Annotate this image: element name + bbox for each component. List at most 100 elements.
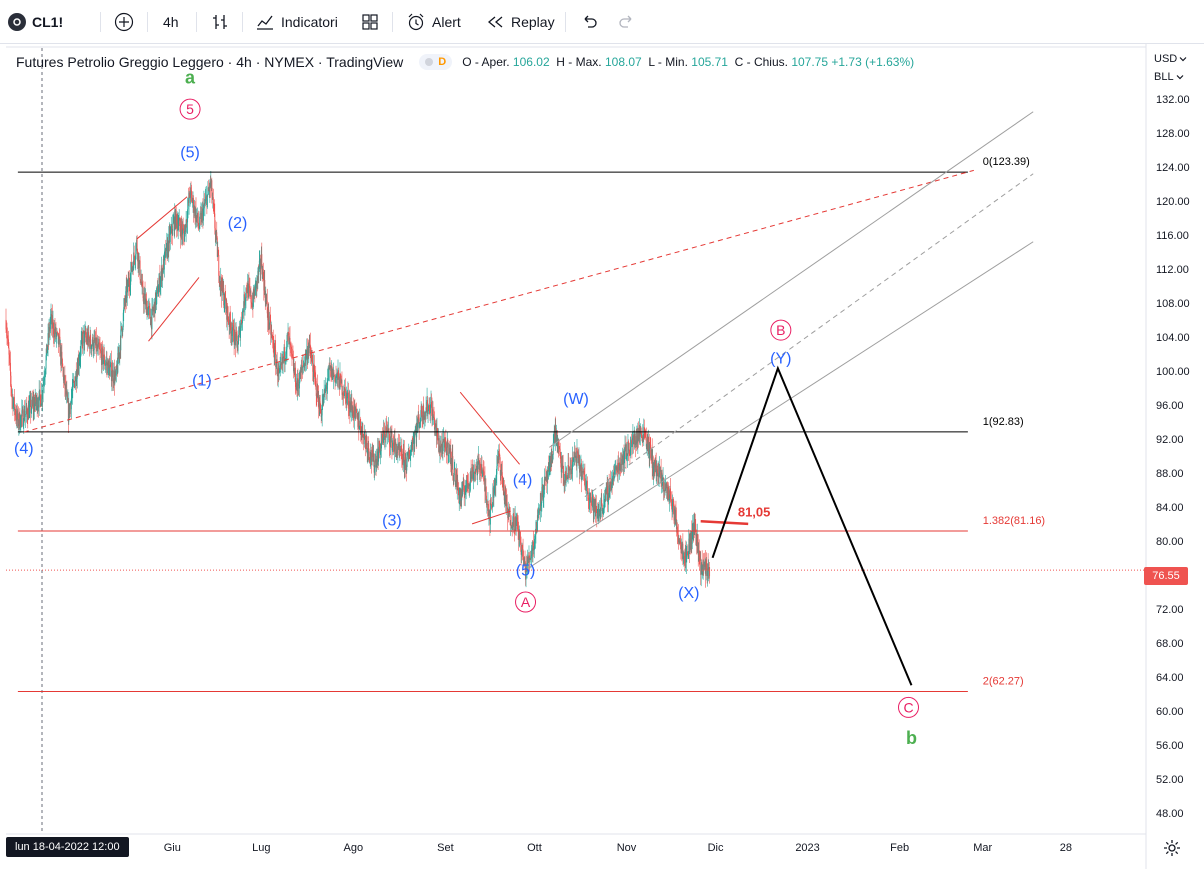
candles-layer xyxy=(5,170,711,588)
unit-selector[interactable]: BLL xyxy=(1154,68,1187,86)
candle-body xyxy=(248,285,250,288)
candle-body xyxy=(70,403,72,410)
candle-body xyxy=(225,300,227,309)
candle-body xyxy=(99,347,100,350)
candle-body xyxy=(356,411,358,418)
candle-body xyxy=(83,331,85,344)
candle-body xyxy=(469,485,471,487)
candle-body xyxy=(374,460,376,468)
candle-body xyxy=(145,298,147,300)
candle-body xyxy=(454,468,456,469)
price-chart[interactable]: 0(123.39)1(92.83)1.382(81.16)2(62.27) a5… xyxy=(0,44,1204,869)
candle-body xyxy=(551,456,553,463)
candle-body xyxy=(288,332,289,334)
interval-button[interactable]: 4h xyxy=(163,9,179,35)
candle-body xyxy=(253,290,255,297)
candle-body xyxy=(355,408,357,412)
candle-body xyxy=(568,467,570,471)
candle-body xyxy=(703,564,705,566)
candle-body xyxy=(273,353,275,358)
candle-body xyxy=(389,444,391,447)
candle-body xyxy=(510,523,512,526)
candle-body xyxy=(499,464,501,475)
undo-button[interactable] xyxy=(579,9,599,35)
candle-body xyxy=(396,452,398,453)
candle-body xyxy=(536,531,538,533)
candle-body xyxy=(488,513,490,516)
candle-body xyxy=(228,322,230,328)
candle-body xyxy=(127,280,129,287)
candle-body xyxy=(523,557,525,565)
candle-body xyxy=(646,437,648,444)
candle-body xyxy=(604,495,606,504)
candle-body xyxy=(686,551,688,553)
candle-body xyxy=(460,494,462,502)
wave-label: (4) xyxy=(14,440,34,457)
candle-body xyxy=(367,450,369,454)
time-axis[interactable]: Giu Lug Ago Set Ott Nov Dic 2023 Feb Mar 28 xyxy=(164,842,1072,854)
candle-body xyxy=(110,362,112,365)
redo-button[interactable] xyxy=(617,9,637,35)
bar-style-button[interactable] xyxy=(210,9,230,35)
candle-body xyxy=(446,440,448,448)
market-status-badge[interactable]: D xyxy=(419,54,453,70)
wave-label: (W) xyxy=(563,391,589,408)
candle-body xyxy=(97,344,99,349)
gear-icon[interactable] xyxy=(1162,838,1182,858)
candle-body xyxy=(189,197,191,199)
currency-selector[interactable]: USD xyxy=(1154,50,1187,68)
candle-body xyxy=(130,262,132,273)
candle-body xyxy=(298,382,300,389)
candle-body xyxy=(304,352,306,363)
candle-body xyxy=(592,495,594,500)
candle-body xyxy=(198,222,199,226)
candle-body xyxy=(67,401,69,402)
candle-body xyxy=(100,350,102,353)
compare-button[interactable] xyxy=(114,9,134,35)
candle-body xyxy=(461,488,463,495)
candle-body xyxy=(51,315,53,324)
candle-body xyxy=(217,252,219,255)
candle-body xyxy=(390,436,391,447)
candle-body xyxy=(692,525,694,532)
candle-body xyxy=(49,326,50,332)
candle-body xyxy=(201,211,203,223)
candle-body xyxy=(106,362,108,366)
candle-body xyxy=(328,368,330,370)
candle-body xyxy=(443,439,445,443)
candle-body xyxy=(258,260,260,267)
replay-button[interactable]: Replay xyxy=(485,9,555,35)
price-tick-label: 128.00 xyxy=(1156,128,1190,140)
candle-body xyxy=(537,512,539,519)
candle-body xyxy=(456,473,458,490)
candle-body xyxy=(504,494,506,501)
candle-body xyxy=(23,410,25,420)
legend-title: Futures Petrolio Greggio Leggero · 4h · … xyxy=(16,54,404,70)
candle-body xyxy=(698,550,700,557)
candle-body xyxy=(290,344,291,346)
candle-body xyxy=(237,344,239,351)
candle-body xyxy=(331,366,333,380)
candle-body xyxy=(601,504,603,511)
candle-body xyxy=(706,559,708,570)
candle-body xyxy=(526,564,528,572)
candle-body xyxy=(387,430,389,431)
time-tick-label: Ago xyxy=(344,842,364,854)
candle-body xyxy=(174,210,176,231)
candle-body xyxy=(308,344,310,354)
candle-body xyxy=(7,338,9,340)
templates-button[interactable] xyxy=(360,9,380,35)
candle-body xyxy=(504,489,506,495)
candle-body xyxy=(346,392,348,399)
price-tick-label: 100.00 xyxy=(1156,366,1190,378)
candle-body xyxy=(133,252,135,271)
candle-body xyxy=(346,396,348,399)
indicators-button[interactable]: Indicatori xyxy=(255,9,338,35)
candle-body xyxy=(9,354,10,359)
candle-body xyxy=(464,494,466,498)
symbol-search[interactable]: CL1! xyxy=(8,9,63,35)
candle-body xyxy=(598,514,600,519)
candle-body xyxy=(89,339,91,349)
candle-body xyxy=(532,541,534,551)
alert-button[interactable]: Alert xyxy=(406,9,461,35)
